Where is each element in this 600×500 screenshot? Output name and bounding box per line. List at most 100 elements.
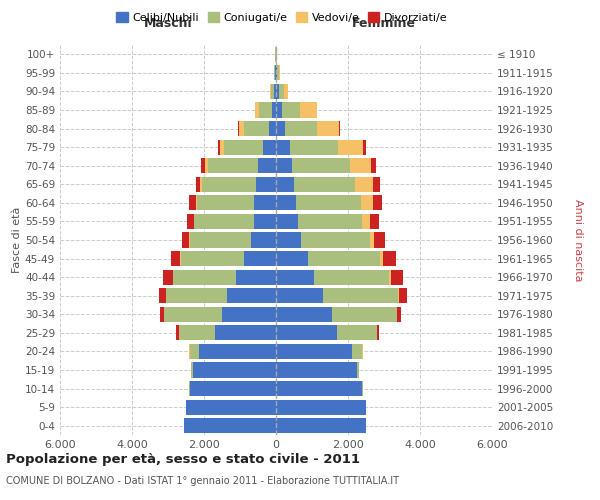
Y-axis label: Anni di nascita: Anni di nascita	[573, 198, 583, 281]
Bar	[269, 121, 276, 136]
Bar	[308, 251, 380, 266]
Bar	[227, 288, 276, 304]
Bar	[172, 251, 181, 266]
Bar	[373, 195, 382, 210]
Bar	[370, 232, 374, 248]
Bar	[222, 306, 276, 322]
Bar	[201, 158, 205, 174]
Bar	[355, 176, 373, 192]
Bar	[200, 176, 202, 192]
Text: Popolazione per età, sesso e stato civile - 2011: Popolazione per età, sesso e stato civil…	[6, 452, 360, 466]
Bar	[332, 306, 397, 322]
Bar	[166, 288, 227, 304]
Bar	[218, 140, 220, 155]
Bar	[205, 158, 208, 174]
Bar	[276, 84, 279, 99]
Bar	[314, 270, 389, 285]
Bar	[276, 362, 357, 378]
Bar	[251, 232, 276, 248]
Bar	[380, 251, 383, 266]
Bar	[276, 102, 283, 118]
Bar	[179, 325, 215, 340]
Bar	[163, 270, 173, 285]
Bar	[176, 325, 179, 340]
Bar	[236, 270, 276, 285]
Bar	[301, 102, 317, 118]
Bar	[256, 176, 276, 192]
Bar	[398, 288, 400, 304]
Bar	[215, 325, 276, 340]
Bar	[317, 121, 339, 136]
Text: Maschi: Maschi	[143, 17, 193, 30]
Bar	[276, 158, 292, 174]
Y-axis label: Fasce di età: Fasce di età	[12, 207, 22, 273]
Bar	[294, 176, 355, 192]
Bar	[362, 214, 370, 229]
Bar	[196, 176, 200, 192]
Bar	[276, 176, 294, 192]
Bar	[263, 140, 276, 155]
Bar	[224, 140, 263, 155]
Bar	[377, 325, 379, 340]
Bar	[276, 400, 366, 415]
Bar	[285, 121, 317, 136]
Bar	[220, 140, 224, 155]
Bar	[352, 344, 362, 359]
Bar	[196, 195, 197, 210]
Bar	[276, 325, 337, 340]
Bar	[361, 195, 373, 210]
Bar	[272, 102, 276, 118]
Bar	[190, 344, 199, 359]
Bar	[298, 214, 362, 229]
Bar	[276, 251, 308, 266]
Bar	[276, 65, 277, 80]
Bar	[338, 140, 364, 155]
Bar	[350, 158, 371, 174]
Bar	[278, 65, 280, 80]
Bar	[239, 121, 244, 136]
Bar	[323, 288, 398, 304]
Bar	[190, 232, 251, 248]
Bar	[373, 176, 380, 192]
Bar	[292, 158, 350, 174]
Bar	[271, 84, 274, 99]
Bar	[193, 362, 276, 378]
Legend: Celibi/Nubili, Coniugati/e, Vedovi/e, Divorziati/e: Celibi/Nubili, Coniugati/e, Vedovi/e, Di…	[112, 8, 452, 28]
Bar	[184, 418, 276, 434]
Bar	[259, 102, 272, 118]
Bar	[274, 84, 276, 99]
Bar	[244, 251, 276, 266]
Bar	[258, 158, 276, 174]
Bar	[397, 306, 401, 322]
Bar	[164, 306, 222, 322]
Bar	[383, 251, 396, 266]
Bar	[389, 270, 391, 285]
Bar	[159, 288, 166, 304]
Bar	[189, 344, 190, 359]
Bar	[279, 84, 284, 99]
Bar	[186, 400, 276, 415]
Bar	[274, 65, 275, 80]
Bar	[371, 158, 376, 174]
Bar	[276, 140, 290, 155]
Bar	[339, 121, 340, 136]
Bar	[290, 140, 338, 155]
Bar	[276, 232, 301, 248]
Bar	[337, 325, 377, 340]
Bar	[244, 121, 269, 136]
Bar	[189, 195, 196, 210]
Bar	[374, 232, 385, 248]
Bar	[256, 102, 259, 118]
Bar	[276, 270, 314, 285]
Bar	[270, 84, 271, 99]
Bar	[364, 140, 365, 155]
Bar	[357, 362, 359, 378]
Bar	[275, 65, 276, 80]
Bar	[276, 288, 323, 304]
Bar	[254, 195, 276, 210]
Bar	[301, 232, 370, 248]
Bar	[182, 232, 189, 248]
Bar	[208, 158, 258, 174]
Bar	[276, 306, 332, 322]
Bar	[276, 214, 298, 229]
